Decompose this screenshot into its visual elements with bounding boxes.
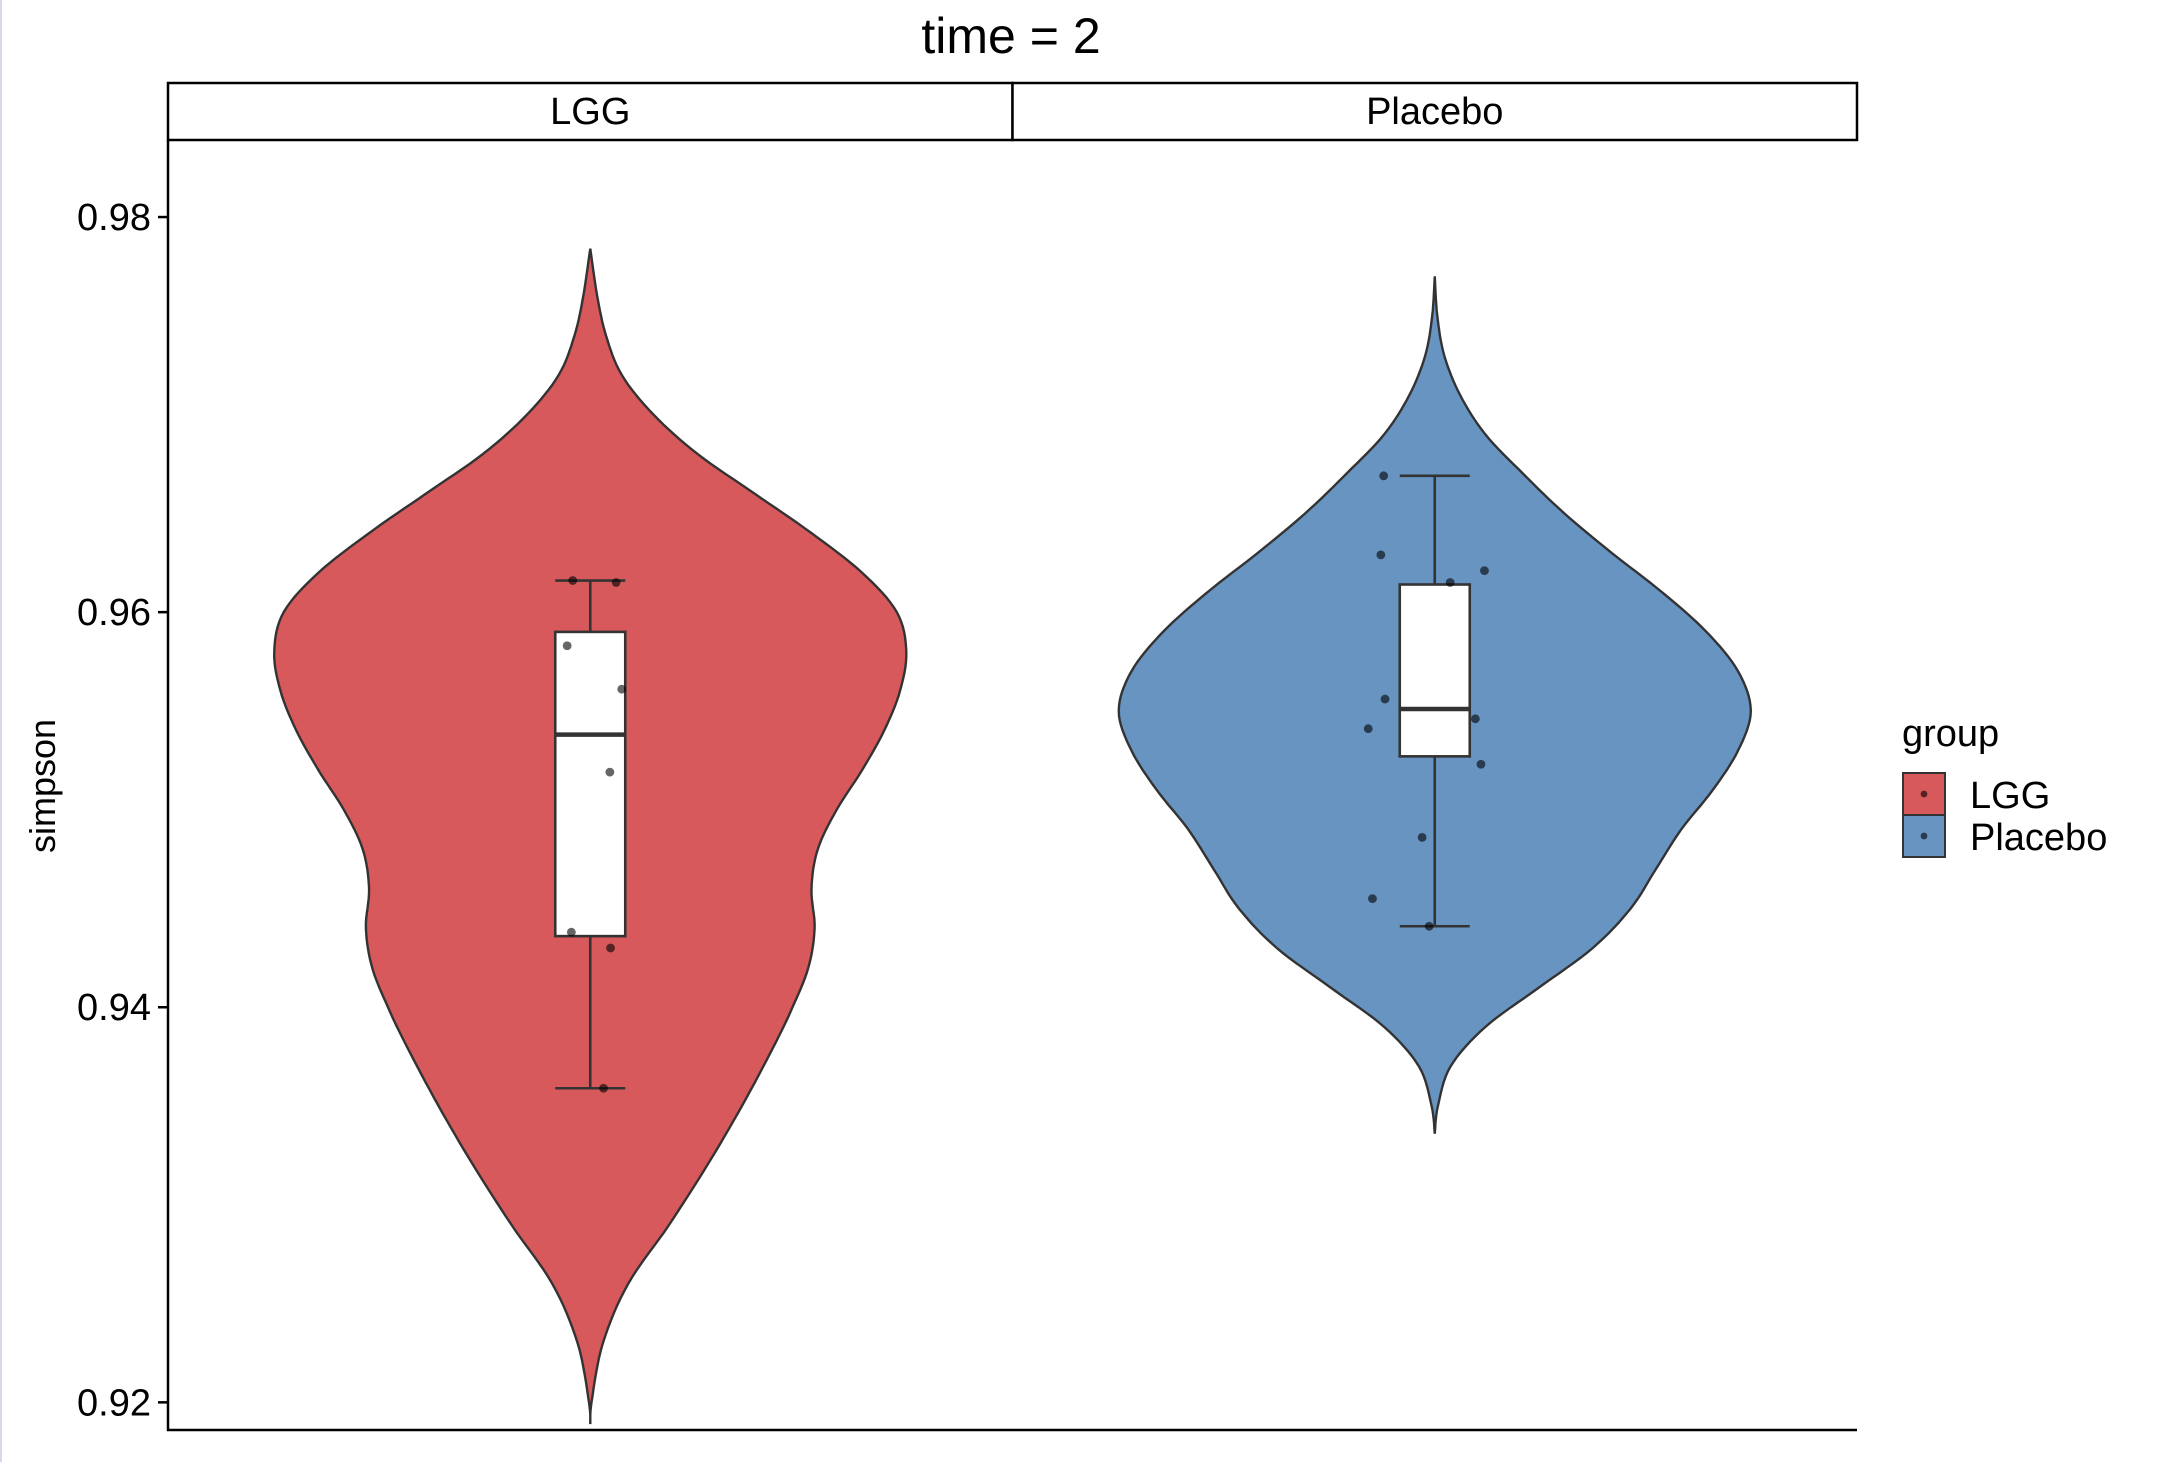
box-iqr: [553, 630, 627, 938]
chart-title: time = 2: [921, 8, 1100, 64]
data-point: [1424, 921, 1434, 931]
data-point: [1417, 832, 1427, 842]
facet-strips: LGG Placebo: [166, 81, 1859, 142]
y-axis-label: simpson: [22, 719, 63, 853]
y-tick-label: 0.92: [77, 1382, 151, 1424]
data-point: [1470, 714, 1480, 724]
legend-title: group: [1902, 713, 1999, 755]
data-point: [1363, 724, 1373, 734]
data-point: [611, 578, 621, 587]
plot-panel: [272, 248, 1753, 1425]
facet-strip: [166, 81, 1014, 142]
facet-strip: [1011, 81, 1859, 142]
data-point: [1480, 566, 1489, 576]
data-point: [605, 767, 615, 777]
data-point: [1476, 759, 1486, 769]
y-axis: 0.92 0.94 0.96 0.98: [77, 140, 1857, 1432]
y-tick-label: 0.96: [77, 592, 151, 634]
data-point: [1445, 578, 1455, 587]
legend-key-point: [1920, 790, 1928, 798]
data-point: [1368, 894, 1377, 903]
window-edge: [0, 0, 2, 1462]
y-tick-label: 0.94: [77, 987, 151, 1029]
data-point: [1379, 471, 1389, 481]
data-point: [606, 943, 615, 953]
facet-panel-placebo: [1117, 276, 1753, 1134]
data-point: [1380, 694, 1390, 704]
data-point: [562, 641, 572, 651]
legend-label: Placebo: [1970, 817, 2107, 859]
facet-strip-label: LGG: [550, 91, 630, 133]
box-iqr: [1398, 583, 1472, 758]
data-point: [617, 684, 627, 694]
data-point: [566, 927, 576, 937]
data-point: [568, 576, 578, 585]
data-point: [599, 1083, 608, 1093]
legend-key-point: [1920, 832, 1928, 840]
y-tick-label: 0.98: [77, 197, 151, 239]
facet-strip-label: Placebo: [1366, 91, 1503, 133]
facet-panel-lgg: [272, 248, 908, 1425]
legend-label: LGG: [1970, 775, 2050, 817]
data-point: [1376, 550, 1386, 560]
